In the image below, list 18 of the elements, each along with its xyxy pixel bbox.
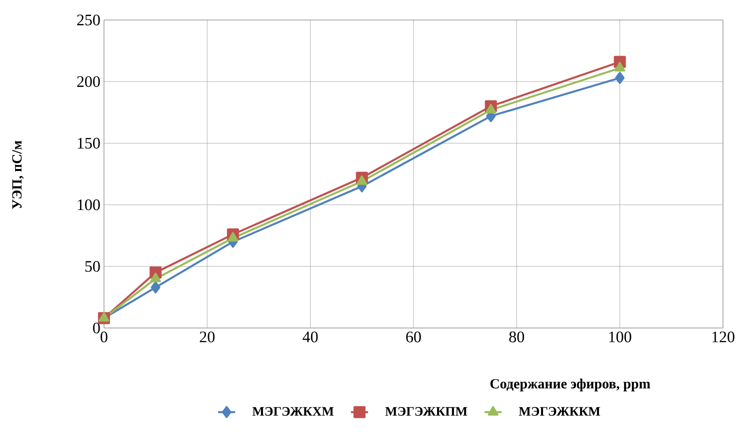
x-tick-label: 20 bbox=[200, 332, 215, 342]
x-tick-label: 60 bbox=[406, 332, 421, 342]
y-tick-label: 250 bbox=[77, 14, 100, 26]
y-tick-label: 0 bbox=[93, 322, 100, 334]
x-tick-label: 80 bbox=[509, 332, 524, 342]
x-tick-label: 120 bbox=[712, 332, 734, 342]
x-tick-label: 100 bbox=[609, 332, 632, 342]
x-axis-title: Содержание эфиров, ppm bbox=[490, 378, 650, 392]
legend-label: МЭГЭЖКПМ bbox=[385, 407, 468, 416]
y-axis-title: УЭП, пС/м bbox=[12, 140, 24, 210]
y-tick-label: 50 bbox=[85, 261, 100, 272]
x-tick-label: 0 bbox=[100, 332, 108, 342]
y-tick-label: 100 bbox=[78, 199, 100, 210]
y-tick-label: 200 bbox=[77, 76, 100, 87]
legend-label: МЭГЭЖККМ bbox=[518, 407, 600, 416]
legend-label: МЭГЭЖКХМ bbox=[252, 407, 334, 416]
y-tick-label: 150 bbox=[78, 138, 100, 149]
x-tick-label: 40 bbox=[302, 332, 318, 342]
